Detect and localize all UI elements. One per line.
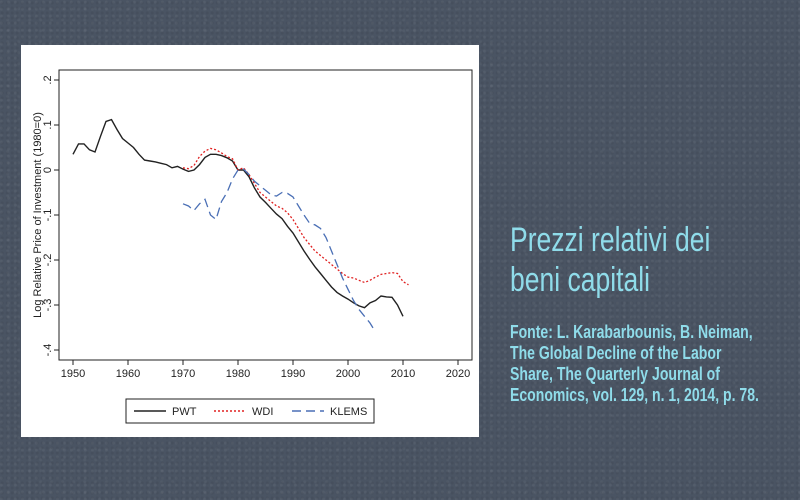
x-tick-label: 2000	[336, 368, 360, 380]
series-line-wdi	[182, 147, 409, 286]
x-tick-label: 1980	[226, 368, 250, 380]
y-tick-label: -.3	[42, 299, 54, 312]
legend-label-pwt: PWT	[172, 406, 197, 418]
chart-axes: 1950 1960 1970 1980 1990 2000 2010 2020 -.4 -.3 -.…	[32, 69, 473, 380]
legend-label-klems: KLEMS	[330, 406, 367, 418]
series-line-pwt	[72, 118, 404, 317]
chart-series-layer	[72, 118, 409, 333]
legend-label-wdi: WDI	[252, 406, 273, 418]
x-tick-label: 1990	[281, 368, 305, 380]
y-tick-label: .1	[42, 120, 54, 129]
y-axis-label: Log Relative Price of Investment (1980=0…	[32, 112, 44, 318]
x-tick-label: 1960	[116, 368, 140, 380]
chart-legend: PWT WDI KLEMS	[125, 398, 375, 424]
x-tick-label: 2010	[391, 368, 415, 380]
slide-title: Prezzi relativi dei beni capitali	[510, 220, 775, 300]
chart-card: 1950 1960 1970 1980 1990 2000 2010 2020 -.4 -.3 -.…	[21, 45, 479, 437]
plot-frame	[58, 69, 473, 361]
y-tick-label: .2	[42, 75, 54, 84]
x-tick-label: 2020	[446, 368, 470, 380]
slide-caption: Prezzi relativi dei beni capitali Fonte:…	[510, 220, 790, 406]
slide-title-line-1: Prezzi relativi dei	[510, 221, 711, 259]
y-tick-label: -.1	[42, 209, 54, 222]
slide-title-line-2: beni capitali	[510, 261, 651, 299]
y-tick-label: -.4	[42, 344, 54, 357]
y-tick-label: 0	[42, 167, 54, 173]
line-chart: 1950 1960 1970 1980 1990 2000 2010 2020 -.4 -.3 -.…	[32, 69, 473, 424]
y-tick-label: -.2	[42, 254, 54, 267]
x-tick-label: 1970	[171, 368, 195, 380]
source-citation: Fonte: L. Karabarbounis, B. Neiman, The …	[510, 322, 759, 405]
series-line-klems	[182, 168, 377, 333]
legend-box	[125, 398, 375, 424]
x-tick-label: 1950	[61, 368, 85, 380]
